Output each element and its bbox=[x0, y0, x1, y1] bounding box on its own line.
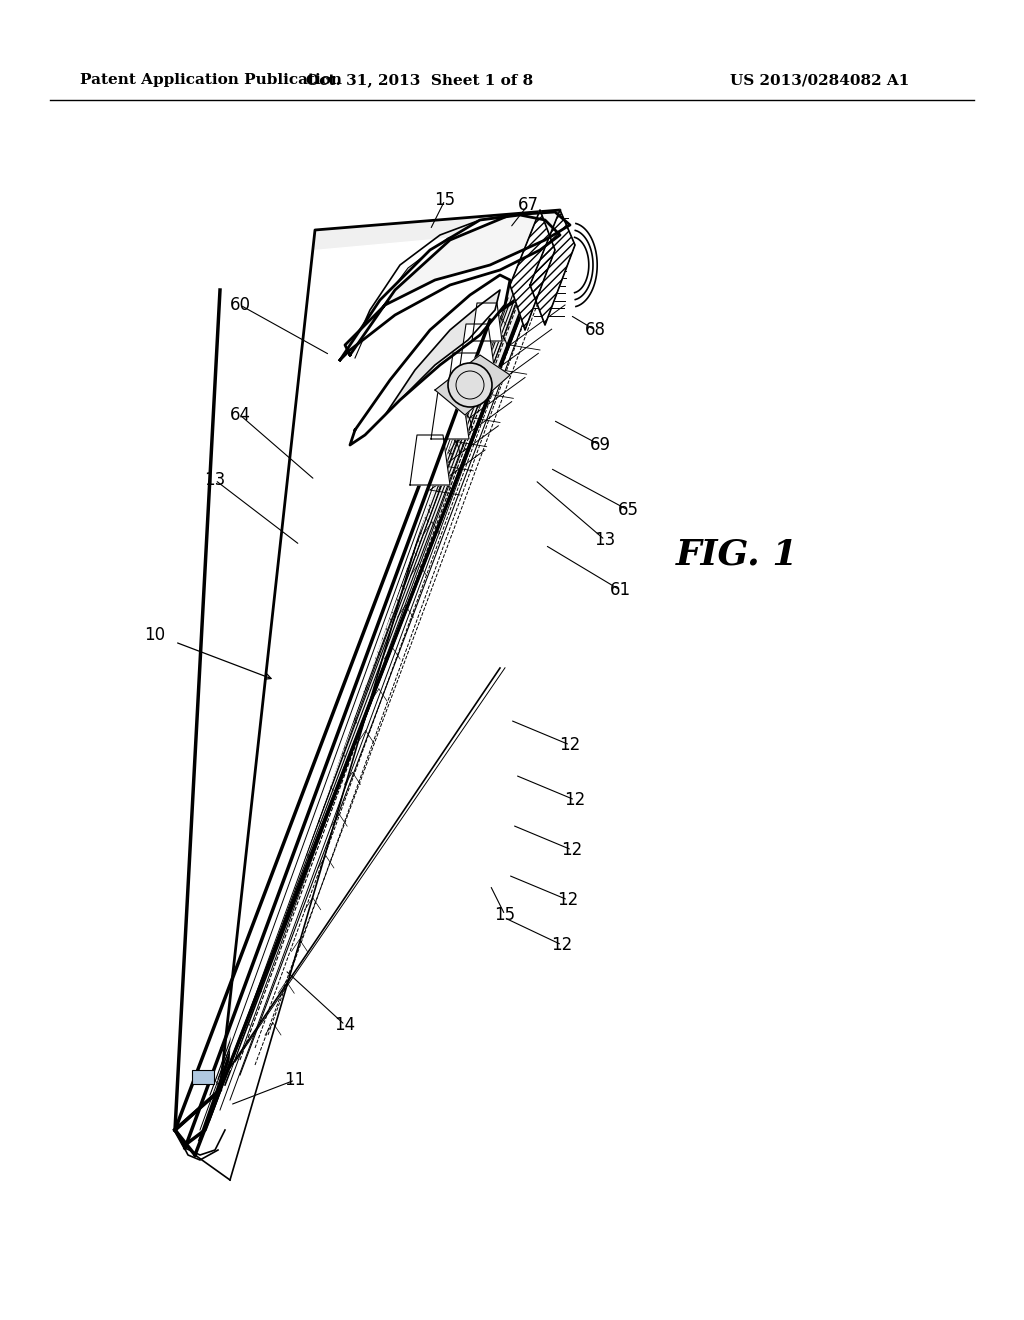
Text: 68: 68 bbox=[585, 321, 605, 339]
Text: 12: 12 bbox=[564, 791, 586, 809]
Polygon shape bbox=[431, 391, 469, 440]
Polygon shape bbox=[460, 323, 494, 366]
Text: 10: 10 bbox=[144, 626, 166, 644]
Text: 14: 14 bbox=[335, 1016, 355, 1034]
Polygon shape bbox=[380, 290, 500, 420]
Text: 12: 12 bbox=[551, 936, 572, 954]
Text: 12: 12 bbox=[561, 841, 583, 859]
Polygon shape bbox=[340, 215, 560, 360]
Text: 11: 11 bbox=[285, 1071, 305, 1089]
Text: 13: 13 bbox=[205, 471, 225, 488]
Circle shape bbox=[449, 363, 492, 407]
Polygon shape bbox=[447, 352, 483, 397]
Text: 13: 13 bbox=[594, 531, 615, 549]
Text: FIG. 1: FIG. 1 bbox=[676, 537, 799, 572]
Polygon shape bbox=[510, 210, 555, 330]
Text: 12: 12 bbox=[557, 891, 579, 909]
Text: 60: 60 bbox=[229, 296, 251, 314]
Text: 15: 15 bbox=[434, 191, 456, 209]
Polygon shape bbox=[345, 213, 570, 355]
Polygon shape bbox=[410, 436, 450, 484]
Text: 67: 67 bbox=[517, 195, 539, 214]
Text: US 2013/0284082 A1: US 2013/0284082 A1 bbox=[730, 73, 909, 87]
Text: Oct. 31, 2013  Sheet 1 of 8: Oct. 31, 2013 Sheet 1 of 8 bbox=[306, 73, 534, 87]
Text: Patent Application Publication: Patent Application Publication bbox=[80, 73, 342, 87]
Polygon shape bbox=[530, 210, 575, 325]
Polygon shape bbox=[472, 304, 502, 341]
Text: 64: 64 bbox=[229, 407, 251, 424]
Text: 65: 65 bbox=[617, 502, 639, 519]
Polygon shape bbox=[175, 290, 530, 1130]
Bar bbox=[193, 1071, 214, 1084]
Polygon shape bbox=[220, 210, 560, 1090]
Polygon shape bbox=[350, 275, 510, 445]
Text: 12: 12 bbox=[559, 737, 581, 754]
Polygon shape bbox=[230, 230, 540, 1071]
Text: 15: 15 bbox=[495, 906, 515, 924]
Polygon shape bbox=[435, 355, 510, 414]
Text: 69: 69 bbox=[590, 436, 610, 454]
Text: 61: 61 bbox=[609, 581, 631, 599]
